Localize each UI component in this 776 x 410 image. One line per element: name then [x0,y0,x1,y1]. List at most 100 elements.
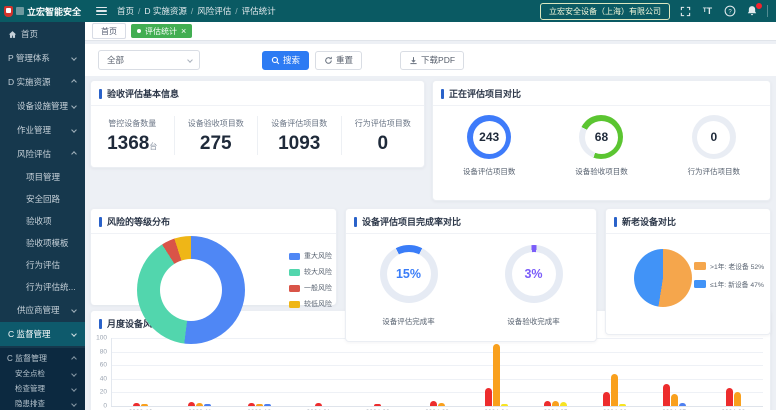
legend-swatch [289,268,300,276]
company-button[interactable]: 立宏安全设备（上海）有限公司 [540,2,670,20]
filter-select[interactable]: 全部 [98,50,200,70]
legend-label: 重大风险 [304,253,332,260]
sidebar-item-8[interactable]: 验收项 [0,210,85,232]
tab-bar: 首页 评估统计 × [85,22,776,41]
chevron-down-icon [71,127,77,133]
progress-ring: 68 [579,115,624,159]
bar [678,402,686,406]
sidebar-item-7[interactable]: 安全回路 [0,188,85,210]
bar [619,404,627,406]
bar [263,404,271,406]
stat-label: 设备评估项目数 [271,119,328,128]
sidebar-item-label: 安全回路 [26,194,61,204]
fullscreen-icon[interactable] [679,5,692,18]
stat-label: 管控设备数量 [108,119,157,128]
bar [611,374,619,406]
gridline [111,378,763,380]
refresh-icon [325,56,332,64]
reset-button[interactable]: 重置 [315,50,363,70]
legend-label: >1年: 老设备 52% [710,264,765,271]
active-dot-icon [137,29,141,33]
sidebar-item-label: 供应商管理 [17,305,60,315]
card-title: 验收评估基本信息 [107,89,180,99]
tab-assessment-stats[interactable]: 评估统计 × [131,24,193,38]
card-title: 设备评估项目完成率对比 [362,217,462,227]
ring-label: 设备评估项目数 [462,167,516,176]
breadcrumb-item[interactable]: 评估统计 [241,6,276,16]
chevron-up-icon [71,355,77,362]
svg-text:?: ? [728,9,732,15]
tab-home[interactable]: 首页 [92,23,126,39]
sidebar-item-1[interactable]: P 管理体系 [0,46,85,70]
sidebar-item-5[interactable]: 风险评估 [0,142,85,166]
sidebar-item-12[interactable]: 供应商管理 [0,298,85,322]
legend-swatch [289,252,300,260]
download-pdf-button[interactable]: 下载PDF [400,50,465,70]
bar [141,404,149,406]
bar [500,404,508,406]
tab-close-icon[interactable]: × [181,25,187,36]
breadcrumb-item[interactable]: 首页 [117,6,135,16]
stat-label: 设备验收项目数 [187,119,244,128]
submenu-item-2[interactable]: 隐患排查 [0,396,85,410]
device-age-pie-chart [634,249,692,307]
legend-item: 一般风险 [289,283,332,293]
y-tick-label: 0 [103,402,107,410]
title-accent [99,318,102,329]
submenu-item-label: 检查管理 [15,384,45,393]
bar [429,400,437,406]
sidebar-collapse-icon[interactable] [96,6,107,16]
breadcrumb-separator: / [235,6,238,16]
sidebar-item-11[interactable]: 行为评估统... [0,276,85,298]
sidebar-item-9[interactable]: 验收项模板 [0,232,85,254]
ring-block: 68 设备验收项目数 [546,115,656,177]
submenu-item-1[interactable]: 检查管理 [0,381,85,396]
legend-label: 一般风险 [304,285,332,292]
chevron-down-icon [71,331,77,337]
chevron-down-icon [71,385,77,392]
bar [247,403,255,406]
app-logo: 立宏智能安全 [0,0,85,22]
ring-block: 243 设备评估项目数 [434,115,544,177]
y-tick-label: 60 [99,361,107,369]
bar [733,392,741,406]
help-icon[interactable]: ? [723,5,736,18]
logo-mark-icon [16,7,24,15]
card-title: 正在评估项目对比 [449,89,522,99]
filter-toolbar: 全部 搜索 重置 下载PDF [85,44,776,76]
sidebar-item-label: 行为评估统... [26,282,76,292]
gauge-ring: 3% [504,245,563,303]
title-accent [99,88,102,99]
bar [662,383,670,406]
sidebar-item-2[interactable]: D 实施资源 [0,70,85,94]
search-button[interactable]: 搜索 [262,50,310,70]
bar [133,403,141,406]
gauge-ring: 15% [379,245,438,303]
chevron-up-icon [71,79,77,85]
sidebar-item-10[interactable]: 行为评估 [0,254,85,276]
breadcrumb-item[interactable]: D 实施资源 [144,6,187,16]
sidebar-item-13[interactable]: C 监督管理 [0,322,85,346]
breadcrumb: 首页 / D 实施资源 / 风险评估 / 评估统计 [117,5,276,17]
stat-item: 管控设备数量 1368台 [91,116,174,155]
bar [492,344,500,406]
sidebar-item-0[interactable]: 首页 [0,22,85,46]
sidebar-item-label: P 管理体系 [8,53,50,63]
logo-shield-icon [4,5,13,17]
gauge-value: 3% [511,252,556,296]
submenu-title[interactable]: C 监督管理 [0,351,85,366]
submenu-item-0[interactable]: 安全点检 [0,366,85,381]
notifications-bell-icon[interactable] [745,1,763,18]
card-device-age: 新老设备对比 >1年: 老设备 52% ≤1年: 新设备 47% [605,208,771,335]
breadcrumb-item[interactable]: 风险评估 [197,6,232,16]
legend-swatch [289,300,300,308]
sidebar-item-4[interactable]: 作业管理 [0,118,85,142]
sidebar-item-3[interactable]: 设备设施管理 [0,94,85,118]
sidebar-item-6[interactable]: 项目管理 [0,166,85,188]
bar [314,403,322,406]
notification-badge [755,1,763,10]
bar [544,401,552,406]
gridline [111,406,763,407]
